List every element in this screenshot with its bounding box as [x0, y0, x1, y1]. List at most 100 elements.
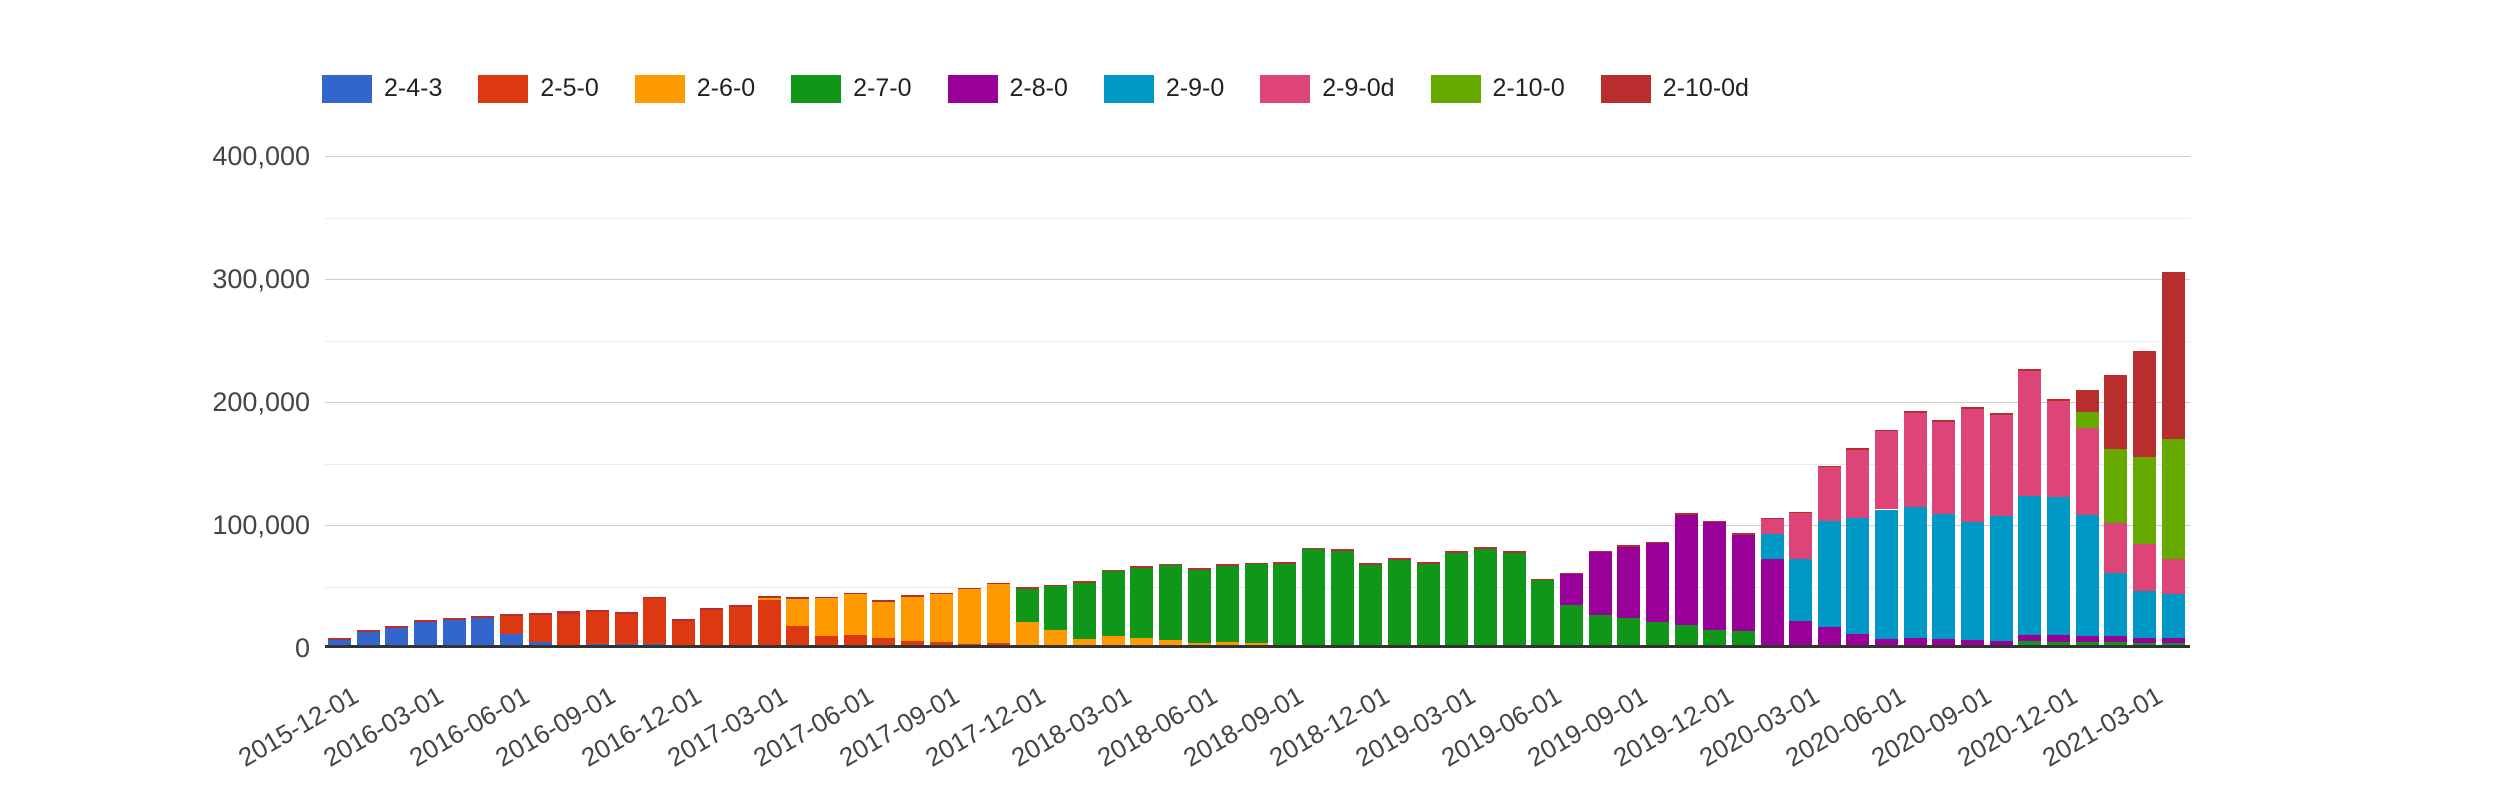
bar-2016-02[interactable] — [385, 0, 409, 648]
legend-label: 2-9-0d — [1322, 74, 1395, 102]
bar-2020-07[interactable] — [1903, 0, 1927, 648]
bar-segment-2-10-0d — [1588, 550, 1612, 553]
bar-2016-12[interactable] — [671, 0, 695, 648]
bar-2020-03[interactable] — [1789, 0, 1813, 648]
bar-2019-09[interactable] — [1617, 0, 1641, 648]
bar-segment-2-4-3 — [499, 633, 523, 648]
bar-2016-07[interactable] — [528, 0, 552, 648]
bar-2020-10[interactable] — [1989, 0, 2013, 648]
bar-2015-12[interactable] — [328, 0, 351, 648]
bar-segment-2-8-0 — [2047, 635, 2070, 642]
bar-2018-10[interactable] — [1302, 0, 1326, 648]
bar-2019-08[interactable] — [1588, 0, 1612, 648]
bar-segment-2-6-0 — [815, 598, 839, 636]
bar-2020-08[interactable] — [1932, 0, 1956, 648]
bar-2021-01[interactable] — [2075, 0, 2099, 648]
bar-segment-2-5-0 — [757, 600, 781, 647]
bar-2016-05[interactable] — [471, 0, 495, 648]
legend-item-2-9-0[interactable]: 2-9-0 — [1103, 74, 1224, 103]
bar-2016-10[interactable] — [614, 0, 638, 648]
bar-2020-12[interactable] — [2047, 0, 2070, 648]
bar-2017-04[interactable] — [786, 0, 810, 648]
legend-item-2-7-0[interactable]: 2-7-0 — [791, 74, 912, 103]
bar-segment-2-9-0d — [2132, 544, 2156, 592]
bar-2017-01[interactable] — [700, 0, 724, 648]
bar-segment-2-9-0 — [1903, 506, 1927, 639]
bar-segment-2-4-3 — [442, 619, 466, 648]
bar-segment-2-8-0 — [1961, 640, 1985, 648]
bar-2016-08[interactable] — [557, 0, 581, 648]
bar-2016-01[interactable] — [356, 0, 380, 648]
bar-2018-02[interactable] — [1072, 0, 1096, 648]
legend-item-2-9-0d[interactable]: 2-9-0d — [1260, 74, 1395, 103]
bar-segment-2-10-0d — [1302, 547, 1326, 550]
bar-2016-03[interactable] — [413, 0, 437, 648]
bar-2019-02[interactable] — [1416, 0, 1440, 648]
bar-2020-02[interactable] — [1760, 0, 1784, 648]
bar-2017-10[interactable] — [958, 0, 982, 648]
bar-2021-03[interactable] — [2132, 0, 2156, 648]
legend-item-2-10-0d[interactable]: 2-10-0d — [1600, 74, 1749, 103]
bar-2020-05[interactable] — [1846, 0, 1870, 648]
bar-2019-06[interactable] — [1531, 0, 1555, 648]
bar-2019-07[interactable] — [1559, 0, 1583, 648]
bar-2017-03[interactable] — [757, 0, 781, 648]
bar-2017-09[interactable] — [929, 0, 953, 648]
bar-2017-05[interactable] — [815, 0, 839, 648]
bar-2017-06[interactable] — [843, 0, 867, 648]
bar-2017-02[interactable] — [729, 0, 753, 648]
legend-item-2-6-0[interactable]: 2-6-0 — [634, 74, 755, 103]
bar-2020-01[interactable] — [1731, 0, 1755, 648]
bar-2018-05[interactable] — [1158, 0, 1182, 648]
bar-segment-2-9-0d — [2075, 428, 2099, 515]
bar-segment-2-6-0 — [786, 598, 810, 627]
bar-segment-2-10-0d — [1388, 557, 1412, 560]
bar-2018-03[interactable] — [1101, 0, 1125, 648]
bar-segment-2-7-0 — [1731, 631, 1755, 647]
bar-2017-07[interactable] — [872, 0, 896, 648]
bar-segment-2-10-0d — [2018, 368, 2042, 372]
bar-segment-2-10-0d — [2132, 350, 2156, 457]
legend-item-2-10-0[interactable]: 2-10-0 — [1430, 74, 1565, 103]
bar-2019-03[interactable] — [1445, 0, 1469, 648]
legend-swatch-icon — [1600, 74, 1651, 103]
bar-2016-11[interactable] — [643, 0, 667, 648]
legend-item-2-5-0[interactable]: 2-5-0 — [478, 74, 599, 103]
bar-segment-2-8-0 — [1703, 522, 1727, 630]
bar-2019-05[interactable] — [1502, 0, 1526, 648]
bar-2019-12[interactable] — [1703, 0, 1727, 648]
bar-2016-04[interactable] — [442, 0, 466, 648]
bar-2019-04[interactable] — [1474, 0, 1497, 648]
bar-2018-08[interactable] — [1244, 0, 1268, 648]
bar-2018-12[interactable] — [1359, 0, 1383, 648]
bar-segment-2-5-0 — [843, 635, 867, 647]
bar-2020-06[interactable] — [1875, 0, 1899, 648]
bar-2016-09[interactable] — [585, 0, 609, 648]
bar-2017-12[interactable] — [1015, 0, 1039, 648]
bar-segment-2-8-0 — [1903, 638, 1927, 648]
bar-segment-2-7-0 — [1330, 550, 1354, 645]
bar-2019-11[interactable] — [1674, 0, 1698, 648]
legend-item-2-4-3[interactable]: 2-4-3 — [322, 74, 442, 103]
bar-2016-06[interactable] — [499, 0, 523, 648]
bar-2018-01[interactable] — [1044, 0, 1068, 648]
bar-2019-10[interactable] — [1645, 0, 1669, 648]
bar-segment-2-5-0 — [585, 612, 609, 645]
bar-segment-2-8-0 — [1846, 633, 1870, 648]
bar-2020-09[interactable] — [1961, 0, 1985, 648]
bar-2020-04[interactable] — [1817, 0, 1841, 648]
bar-2018-11[interactable] — [1330, 0, 1354, 648]
bar-2018-09[interactable] — [1273, 0, 1297, 648]
bar-2020-11[interactable] — [2018, 0, 2042, 648]
bar-2017-11[interactable] — [986, 0, 1010, 648]
bar-2017-08[interactable] — [901, 0, 924, 648]
bar-2021-02[interactable] — [2104, 0, 2128, 648]
bar-2018-07[interactable] — [1216, 0, 1240, 648]
legend-item-2-8-0[interactable]: 2-8-0 — [947, 74, 1068, 103]
bar-2018-04[interactable] — [1130, 0, 1154, 648]
bar-segment-2-6-0 — [901, 596, 924, 641]
bar-2018-06[interactable] — [1187, 0, 1211, 648]
bar-segment-2-9-0 — [1817, 521, 1841, 628]
bar-2019-01[interactable] — [1388, 0, 1412, 648]
bar-2021-04[interactable] — [2161, 0, 2185, 648]
